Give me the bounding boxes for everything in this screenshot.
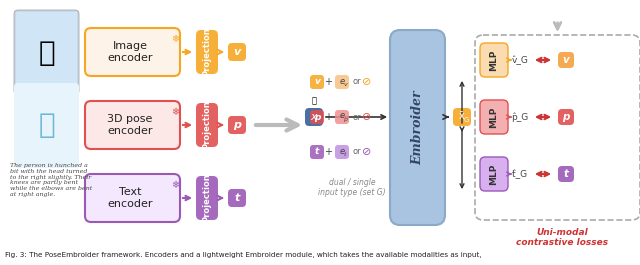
Text: Fig. 3: The PoseEmbroider framework. Encoders and a lightweight Embroider module: Fig. 3: The PoseEmbroider framework. Enc… xyxy=(5,252,482,258)
Text: t: t xyxy=(563,169,568,179)
FancyBboxPatch shape xyxy=(310,145,324,159)
FancyBboxPatch shape xyxy=(196,103,218,147)
FancyBboxPatch shape xyxy=(305,108,323,126)
Text: x̄: x̄ xyxy=(459,111,465,121)
Text: e: e xyxy=(339,112,344,121)
FancyBboxPatch shape xyxy=(558,166,574,182)
FancyBboxPatch shape xyxy=(85,28,180,76)
Text: The person is hunched a
bit with the head turned
to the right slightly. Their
kn: The person is hunched a bit with the hea… xyxy=(10,163,92,197)
Text: t: t xyxy=(234,193,240,203)
Text: MLP: MLP xyxy=(490,106,499,128)
Text: or: or xyxy=(353,148,362,157)
Text: v: v xyxy=(343,82,347,86)
Text: v: v xyxy=(563,55,570,65)
Text: ❄: ❄ xyxy=(171,107,179,117)
FancyBboxPatch shape xyxy=(14,83,79,168)
FancyBboxPatch shape xyxy=(196,176,218,220)
Text: ❄: ❄ xyxy=(171,180,179,190)
FancyBboxPatch shape xyxy=(480,157,508,191)
Text: Image
encoder: Image encoder xyxy=(108,41,153,63)
FancyBboxPatch shape xyxy=(453,108,471,126)
Text: ⊘: ⊘ xyxy=(362,112,372,122)
FancyBboxPatch shape xyxy=(196,30,218,74)
Text: t: t xyxy=(344,152,346,157)
FancyBboxPatch shape xyxy=(335,145,349,159)
FancyBboxPatch shape xyxy=(228,116,246,134)
Text: +: + xyxy=(324,77,332,87)
FancyBboxPatch shape xyxy=(480,100,508,134)
Text: or: or xyxy=(353,113,362,121)
Text: 🧍: 🧍 xyxy=(38,38,55,67)
Text: ⊘: ⊘ xyxy=(362,147,372,157)
Text: Uni-modal
contrastive losses: Uni-modal contrastive losses xyxy=(516,228,609,248)
FancyBboxPatch shape xyxy=(335,110,349,124)
FancyBboxPatch shape xyxy=(335,75,349,89)
FancyBboxPatch shape xyxy=(480,43,508,77)
Text: 🧍: 🧍 xyxy=(38,112,55,139)
FancyBboxPatch shape xyxy=(14,10,79,95)
Text: v: v xyxy=(314,77,320,86)
Text: t: t xyxy=(315,148,319,157)
Text: 🔥: 🔥 xyxy=(312,96,317,105)
FancyBboxPatch shape xyxy=(228,43,246,61)
Bar xyxy=(16,12,77,93)
Text: ❄: ❄ xyxy=(171,34,179,44)
FancyBboxPatch shape xyxy=(310,110,324,124)
FancyBboxPatch shape xyxy=(310,75,324,89)
Text: ⊘: ⊘ xyxy=(362,77,372,87)
Text: Projection: Projection xyxy=(202,28,211,76)
Text: 3D pose
encoder: 3D pose encoder xyxy=(108,114,153,136)
Text: dual / single
input type (set G): dual / single input type (set G) xyxy=(318,178,386,197)
Text: MLP: MLP xyxy=(490,163,499,185)
Text: p̂_G: p̂_G xyxy=(511,112,529,122)
Text: v: v xyxy=(234,47,241,57)
FancyBboxPatch shape xyxy=(228,189,246,207)
Text: t̂_G: t̂_G xyxy=(513,169,527,179)
Text: MLP: MLP xyxy=(490,49,499,71)
Text: e: e xyxy=(339,77,344,86)
FancyBboxPatch shape xyxy=(85,174,180,222)
Text: +: + xyxy=(324,147,332,157)
Text: +: + xyxy=(324,112,332,122)
Text: e: e xyxy=(339,147,344,156)
FancyBboxPatch shape xyxy=(558,109,574,125)
Text: Text
encoder: Text encoder xyxy=(108,187,153,209)
Text: p: p xyxy=(343,117,347,121)
Text: p: p xyxy=(233,120,241,130)
Text: x: x xyxy=(310,112,317,122)
Text: p: p xyxy=(563,112,570,122)
FancyBboxPatch shape xyxy=(85,101,180,149)
FancyBboxPatch shape xyxy=(558,52,574,68)
Text: or: or xyxy=(353,77,362,86)
Text: p: p xyxy=(314,113,320,121)
FancyBboxPatch shape xyxy=(390,30,445,225)
Text: Projection: Projection xyxy=(202,174,211,222)
Text: Embroider: Embroider xyxy=(411,90,424,165)
Text: Projection: Projection xyxy=(202,101,211,149)
Text: G: G xyxy=(463,117,468,123)
Text: v̂_G: v̂_G xyxy=(511,55,529,65)
